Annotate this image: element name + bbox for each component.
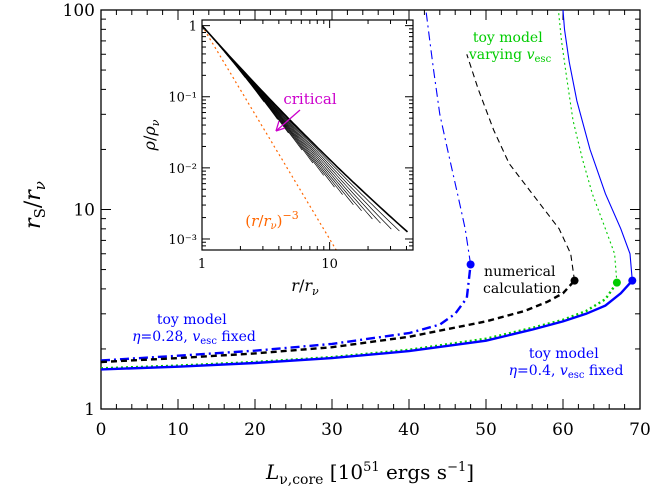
series-0-lower-branch bbox=[101, 264, 472, 362]
inset-critical-arrow-shaft bbox=[275, 109, 301, 132]
inset-background bbox=[202, 20, 413, 250]
inset-axis-ticks: 1 10 10⁻³ 10⁻² 10⁻¹ 1 bbox=[168, 20, 413, 272]
inset-y-axis-label: ρ/ρν bbox=[140, 119, 162, 151]
main-x-tick-label: 30 bbox=[321, 420, 343, 440]
main-y-tick-label: 10 bbox=[73, 201, 95, 221]
series-3-upper-branch bbox=[562, 10, 633, 281]
inset-y-tick-label: 10⁻² bbox=[168, 162, 197, 177]
inset-curves bbox=[202, 25, 409, 250]
main-y-tick-label: 100 bbox=[63, 1, 95, 21]
main-curves bbox=[101, 10, 637, 371]
annotation-numerical-calculation: numerical calculation bbox=[483, 264, 561, 297]
main-x-tick-label: 10 bbox=[167, 420, 189, 440]
annotation-toy-model-varying: toy model varying vesc bbox=[468, 30, 552, 65]
series-1-lower-branch bbox=[101, 279, 576, 364]
main-x-axis-label: Lν,core [1051 ergs s−1] bbox=[265, 460, 474, 488]
inset-y-tick-label: 10⁻¹ bbox=[168, 91, 197, 106]
series-1-upper-branch bbox=[466, 54, 576, 281]
series-0-upper-branch bbox=[425, 10, 472, 265]
series-3-lower-branch bbox=[101, 279, 634, 371]
main-x-tick-label: 50 bbox=[475, 420, 497, 440]
series-2-upper-branch bbox=[557, 10, 618, 283]
main-y-tick-label: 1 bbox=[84, 400, 95, 420]
inset-critical-arrow-head bbox=[275, 120, 286, 132]
main-x-tick-label: 60 bbox=[552, 420, 574, 440]
main-x-tick-label: 20 bbox=[244, 420, 266, 440]
main-x-tick-label: 40 bbox=[398, 420, 420, 440]
inset-density-profile bbox=[202, 25, 409, 233]
series-0-critical-point bbox=[466, 260, 475, 269]
main-x-tick-label: 70 bbox=[629, 420, 651, 440]
annotation-toy-model-eta04: toy model η=0.4, vesc fixed bbox=[509, 346, 624, 381]
annotation-toy-model-eta028: toy model η=0.28, vesc fixed bbox=[132, 312, 256, 347]
series-3-critical-point bbox=[628, 276, 637, 285]
inset-critical-label: critical bbox=[283, 90, 337, 108]
inset-x-tick-label: 10 bbox=[321, 257, 338, 272]
main-y-axis-label: rS/rν bbox=[21, 181, 49, 229]
main-x-tick-label: 0 bbox=[96, 420, 107, 440]
main-axis-ticks: 0 10 20 30 40 50 60 70 1 10 100 bbox=[63, 1, 651, 440]
inset-x-axis-label: r/rν bbox=[291, 276, 319, 298]
inset-plot-frame bbox=[201, 19, 414, 251]
series-1-critical-point bbox=[570, 276, 579, 285]
inset-y-tick-label: 10⁻³ bbox=[168, 233, 197, 248]
inset-y-tick-label: 1 bbox=[189, 20, 197, 35]
series-2-critical-point bbox=[612, 278, 621, 287]
series-2-lower-branch bbox=[101, 281, 618, 370]
inset-x-tick-label: 1 bbox=[198, 257, 206, 272]
